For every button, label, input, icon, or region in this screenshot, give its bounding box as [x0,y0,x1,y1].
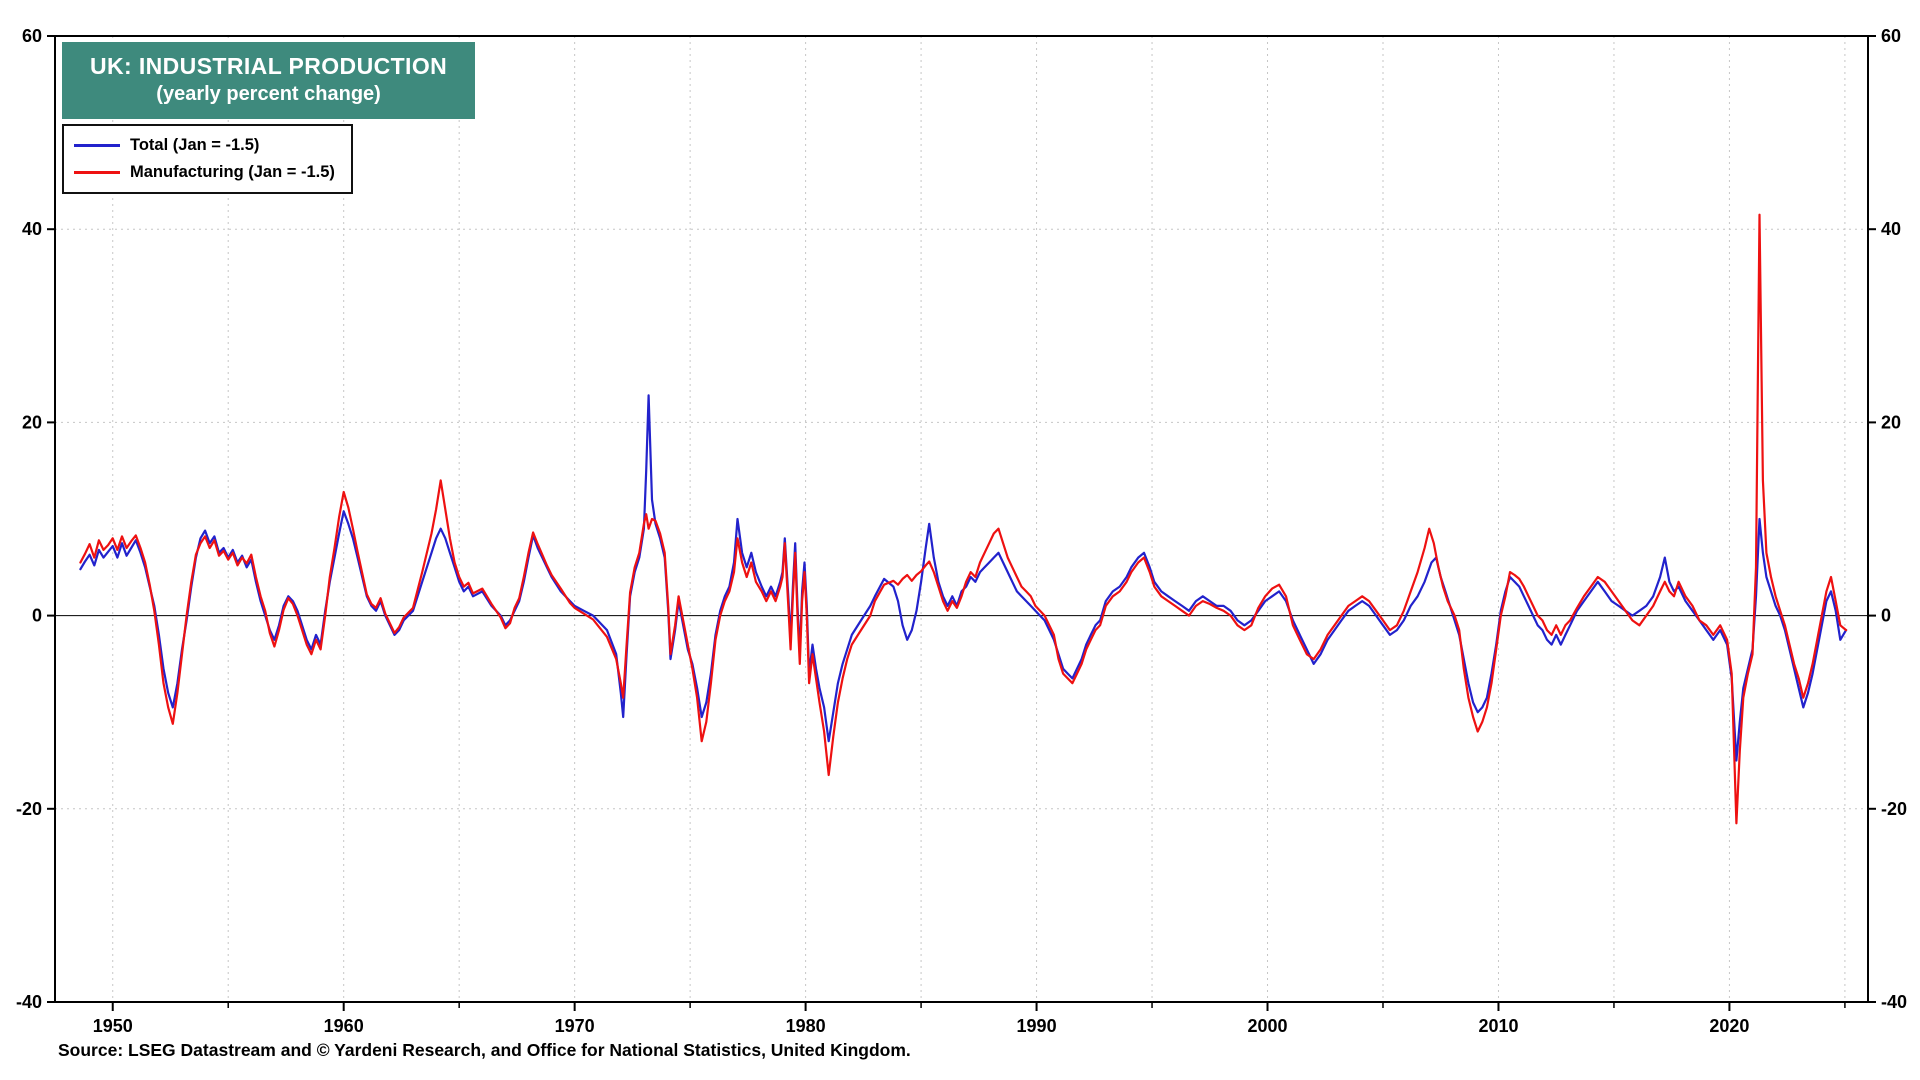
title-box: UK: INDUSTRIAL PRODUCTION (yearly percen… [62,42,476,119]
legend-swatch-total [74,144,120,147]
legend-label-manufacturing: Manufacturing (Jan = -1.5) [130,163,335,181]
y-axis-label-right: 20 [1881,412,1901,432]
y-axis-label-right: 60 [1881,26,1901,46]
chart-subtitle: (yearly percent change) [156,82,381,105]
legend-item-manufacturing: Manufacturing (Jan = -1.5) [74,159,335,186]
y-axis-label-left: 0 [32,606,42,626]
y-axis-label-right: -40 [1881,992,1907,1012]
y-axis-label-left: 40 [22,219,42,239]
gridlines [55,36,1868,1002]
y-axis-label-left: -40 [16,992,42,1012]
x-axis-label: 1980 [786,1016,826,1036]
x-axis-label: 1970 [555,1016,595,1036]
x-axis-label: 2020 [1709,1016,1749,1036]
y-axis-label-left: -20 [16,799,42,819]
y-axis-label-right: 40 [1881,219,1901,239]
x-axis-label: 2010 [1478,1016,1518,1036]
legend-swatch-manufacturing [74,171,120,174]
legend: Total (Jan = -1.5) Manufacturing (Jan = … [62,124,353,194]
x-axis-label: 1960 [324,1016,364,1036]
y-axis-label-left: 20 [22,412,42,432]
source-line: Source: LSEG Datastream and © Yardeni Re… [58,1040,911,1060]
chart-title: UK: INDUSTRIAL PRODUCTION [90,53,448,79]
plot-frame [54,35,1869,1003]
series-line-manufacturing [79,213,1848,825]
x-axis-label: 1990 [1017,1016,1057,1036]
y-axis-label-right: -20 [1881,799,1907,819]
series-line-total [79,394,1848,762]
legend-label-total: Total (Jan = -1.5) [130,136,260,154]
x-axis-label: 2000 [1247,1016,1287,1036]
x-axis-label: 1950 [93,1016,133,1036]
y-axis-label-left: 60 [22,26,42,46]
legend-item-total: Total (Jan = -1.5) [74,132,335,159]
y-axis-label-right: 0 [1881,606,1891,626]
